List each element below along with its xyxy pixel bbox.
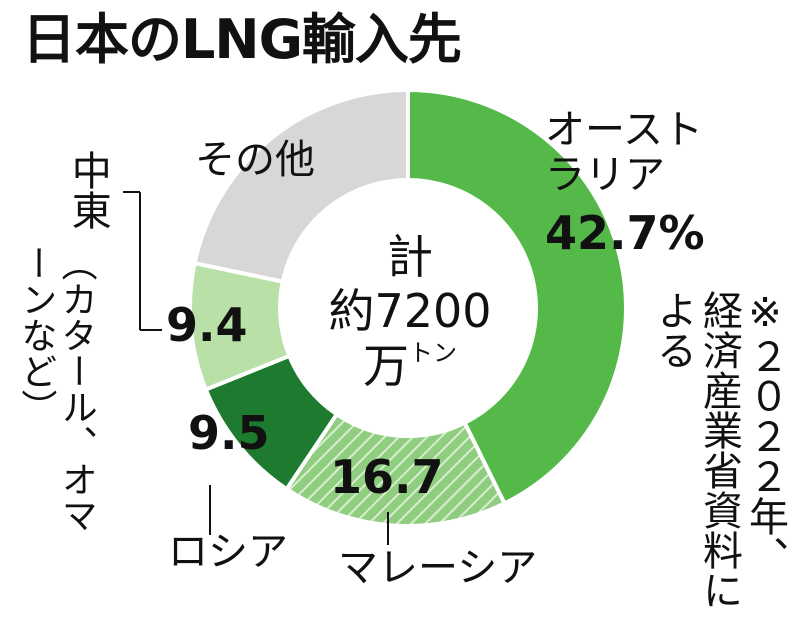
center-total: 計 約7200 万トン (290, 230, 530, 393)
label-other-name: その他 (195, 137, 315, 183)
label-middleeast-name: 中東 (64, 150, 111, 230)
donut-slice-0 (406, 87, 628, 507)
center-total-unit-main: 万 (363, 338, 409, 393)
source-note: ※２０２２年、経済産業省資料による (650, 290, 788, 610)
label-malaysia-name: マレーシア (338, 545, 538, 591)
label-australia-name: オースト ラリア (545, 108, 703, 198)
label-russia-name: ロシア (168, 529, 288, 575)
center-total-line3: 万トン (290, 339, 530, 393)
donut-slice-4 (192, 87, 410, 285)
center-total-unit-small: トン (409, 338, 457, 367)
label-middleeast-note: （カタール、オマーンなど） (15, 245, 97, 533)
center-total-line1: 計 (387, 230, 433, 284)
center-total-line2: 約7200 (328, 284, 492, 339)
label-malaysia-value: 16.7 (330, 450, 444, 504)
label-middleeast-value: 9.4 (166, 298, 248, 352)
label-australia-name-line2: ラリア (545, 151, 665, 198)
source-note-text: ２０２２年、経済産業省資料による (650, 290, 788, 610)
chart-title: 日本のLNG輸入先 (22, 8, 462, 71)
source-note-mark: ※ (742, 290, 788, 336)
label-australia-value: 42.7% (545, 206, 705, 260)
label-russia-value: 9.5 (188, 406, 270, 460)
label-australia-name-line1: オースト (545, 107, 703, 153)
